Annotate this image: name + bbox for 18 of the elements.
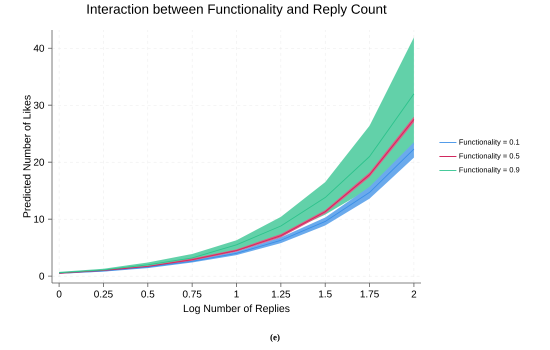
x-tick-label: 2 bbox=[412, 290, 416, 298]
x-tick-label: 1.25 bbox=[272, 290, 290, 298]
x-tick-label: 0.75 bbox=[182, 290, 202, 298]
chart-title: Interaction between Functionality and Reply Count bbox=[87, 4, 387, 17]
y-axis-title: Predicted Number of Likes bbox=[22, 95, 31, 218]
x-tick-label: 0.5 bbox=[141, 290, 154, 298]
text: (e) bbox=[270, 334, 280, 342]
x-tick-label: 1.5 bbox=[319, 290, 332, 298]
x-axis-title: Log Number of Replies bbox=[184, 304, 290, 314]
y-tick-label: 10 bbox=[34, 216, 44, 223]
y-tick-label: 40 bbox=[34, 44, 44, 52]
x-tick-label: 0.25 bbox=[94, 290, 113, 298]
x-tick-label: 1 bbox=[234, 290, 239, 298]
y-tick-label: 0 bbox=[39, 272, 44, 280]
x-tick-label: 0 bbox=[56, 290, 62, 298]
x-tick-label: 1.75 bbox=[360, 290, 379, 298]
y-tick-label: 30 bbox=[34, 102, 44, 109]
y-tick-label: 20 bbox=[34, 158, 44, 166]
